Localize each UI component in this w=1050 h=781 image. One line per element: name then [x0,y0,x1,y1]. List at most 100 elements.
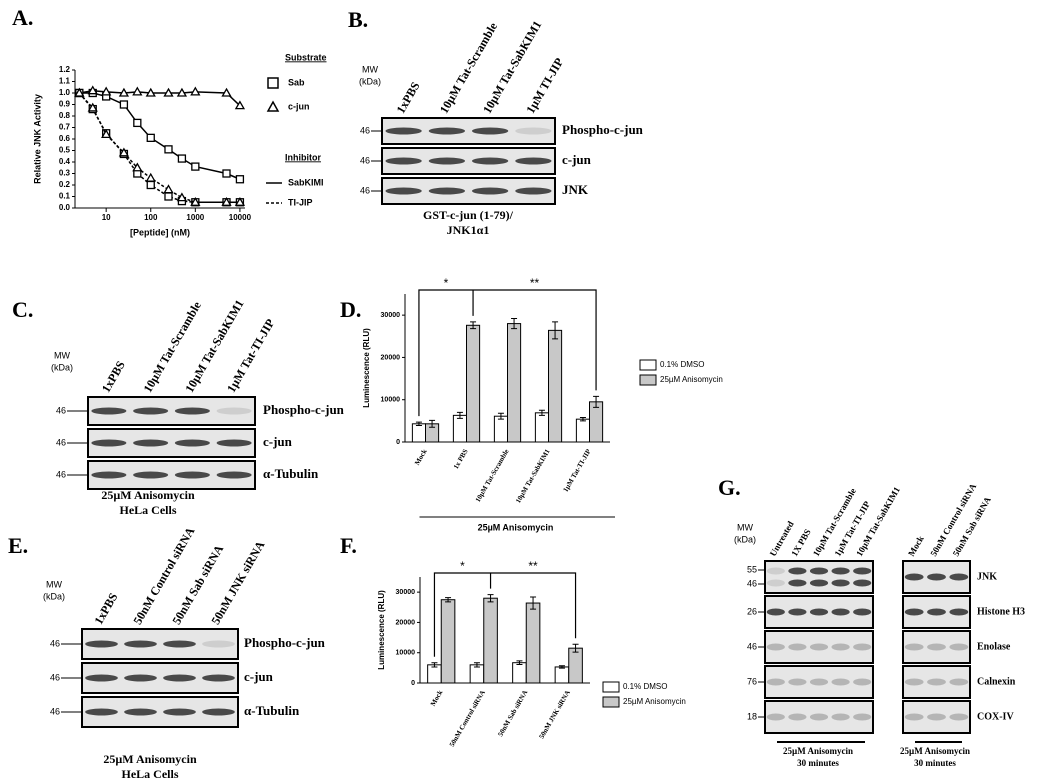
marker [118,147,130,157]
band [385,157,422,165]
marker [87,85,98,95]
band [766,608,785,616]
marker [146,133,155,143]
y-tick-label: 0.7 [59,123,71,132]
bar [466,324,481,443]
band [85,708,118,716]
band [831,643,850,651]
x-tick-label: 10 [102,213,111,222]
mw-label: 55 [747,564,757,574]
marker [101,129,112,139]
error-bar [415,421,422,427]
mw-label: 46 [360,125,370,135]
error-bar [558,665,565,669]
band [385,187,422,195]
error-bar [445,597,452,603]
band [124,640,157,648]
legend-marker [267,77,279,89]
marker [190,196,201,206]
band [163,674,196,682]
y-tick-label: 0 [411,680,415,687]
marker [222,169,231,178]
error-bar [473,662,480,668]
mw-header: (kDa) [734,534,756,544]
panel-label: F. [340,533,357,558]
band [788,567,807,575]
band [831,678,850,686]
caption: HeLa Cells [122,767,179,781]
y-tick-label: 0.3 [59,169,71,178]
band [133,407,169,415]
mw-label: 76 [747,676,757,686]
row-label: Phospho-c-jun [244,635,326,650]
row-label: c-jun [263,434,293,449]
legend-label: 0.1% DMSO [660,360,704,369]
y-tick-label: 0.9 [59,100,71,109]
bar [493,415,509,443]
band [788,713,807,721]
bar [483,597,498,684]
panel-label: D. [340,297,361,322]
error-bar [456,411,463,419]
caption: 25µM Anisomycin [783,746,853,756]
blot-box [764,700,874,734]
caption: 30 minutes [797,758,839,768]
panel-label: G. [718,475,741,500]
y-tick-label: 10000 [396,650,416,657]
band [766,567,785,575]
marker [145,172,156,182]
band [515,157,552,165]
mw-header: MW [46,579,62,589]
x-tick-label: 10000 [229,213,252,222]
y-axis-label: Luminescence (RLU) [362,328,371,408]
error-bar [431,662,438,668]
error-bar [579,416,586,422]
marker [176,192,188,202]
marker [190,86,201,96]
band [174,407,210,415]
y-tick-label: 30000 [396,589,416,596]
marker [87,102,98,112]
mw-label: 46 [50,638,60,648]
row-label: JNK [977,571,997,582]
band [904,643,924,651]
legend-label: Sab [288,77,305,87]
y-tick-label: 1.2 [59,65,71,74]
band [515,127,552,135]
band [904,678,924,686]
legend-swatch [602,696,620,708]
band [85,674,118,682]
row-label: c-jun [244,669,274,684]
legend-swatch [639,359,657,371]
row-label: Calnexin [977,676,1016,687]
band [809,643,829,651]
band [927,643,946,651]
row-label: JNK [562,182,589,197]
band [163,708,196,716]
marker [164,145,173,154]
band [385,127,422,135]
bar [568,647,583,684]
y-tick-label: 30000 [381,312,401,319]
bar [411,423,427,443]
band [927,713,946,721]
band [471,157,509,165]
panel-label: A. [12,5,33,30]
error-bar [511,318,518,330]
legend-label: 25µM Anisomycin [660,375,723,384]
band [124,674,157,682]
mw-label: 18 [747,711,757,721]
band [515,187,552,195]
band [904,608,924,616]
annotation: * [460,559,465,573]
band [788,608,807,616]
marker [177,154,187,163]
band [133,471,169,479]
band [766,713,785,721]
band [216,471,252,479]
y-tick-label: 0.5 [59,146,71,155]
band [927,678,946,686]
legend-swatch [602,681,620,693]
band [788,643,807,651]
error-bar [497,412,504,420]
